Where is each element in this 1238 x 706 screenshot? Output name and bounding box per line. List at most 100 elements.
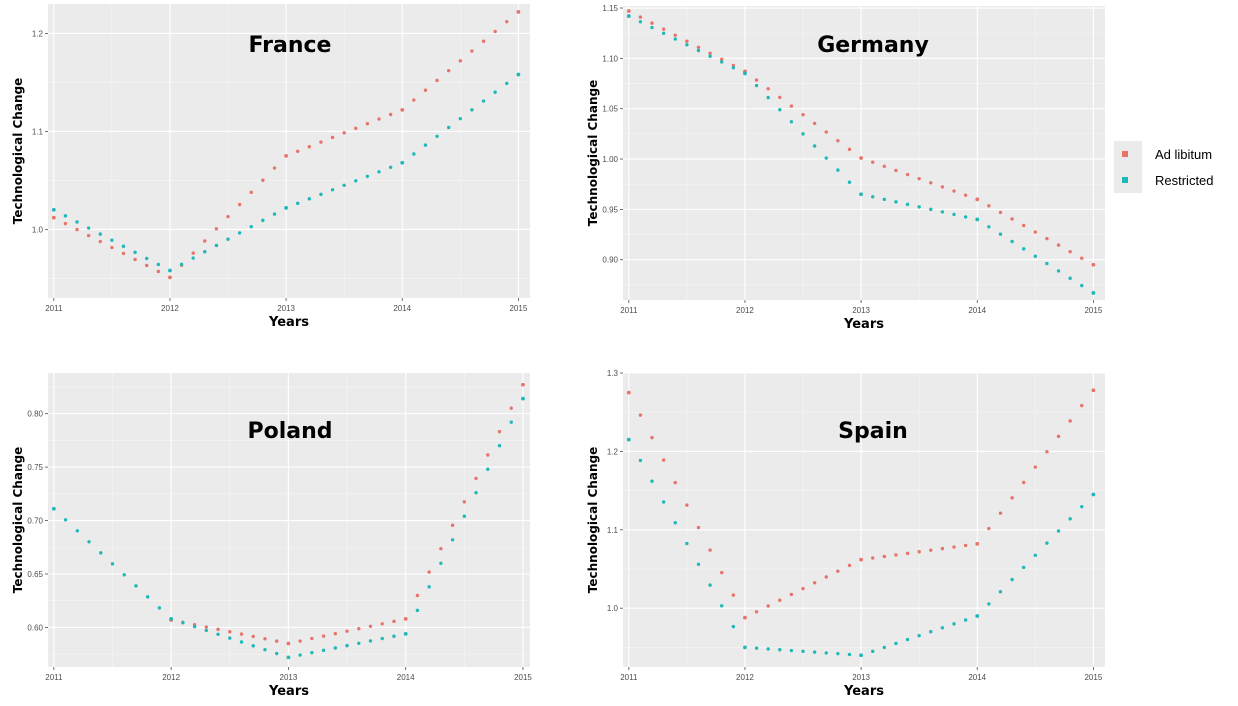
- trail-dot: [122, 573, 126, 577]
- trail-dot: [342, 131, 346, 135]
- trail-dot: [1068, 276, 1072, 280]
- trail-dot: [493, 90, 497, 94]
- trail-dot: [321, 648, 326, 653]
- data-point-ad-libitum-2012: [168, 275, 172, 280]
- trail-dot: [110, 245, 114, 250]
- trail-dot: [1056, 434, 1061, 439]
- x-tick-label: 2012: [161, 304, 179, 313]
- trail-dot: [812, 581, 817, 585]
- x-tick-label: 2014: [968, 673, 986, 682]
- trail-dot: [987, 225, 991, 229]
- x-axis-title: Years: [843, 317, 884, 332]
- trail-dot: [145, 263, 149, 268]
- trail-dot: [333, 631, 338, 636]
- trail-dot: [1021, 247, 1026, 251]
- trail-dot: [661, 458, 666, 462]
- trail-dot: [458, 59, 463, 63]
- trail-dot: [778, 108, 782, 112]
- trail-dot: [427, 585, 431, 589]
- trail-dot: [963, 618, 968, 622]
- trail-dot: [766, 87, 770, 91]
- trail-dot: [330, 135, 335, 140]
- data-point-ad-libitum-2011: [626, 9, 631, 13]
- x-tick-label: 2012: [162, 673, 180, 682]
- trail-dot: [261, 218, 265, 223]
- trail-dot: [298, 653, 302, 657]
- trail-dot: [388, 112, 393, 117]
- legend: Ad libitum Restricted: [1114, 141, 1214, 193]
- trail-dot: [929, 548, 933, 552]
- trail-dot: [1021, 223, 1026, 228]
- trail-dot: [203, 250, 207, 254]
- trail-dot: [415, 608, 420, 613]
- trail-dot: [1010, 496, 1014, 500]
- trail-dot: [731, 66, 736, 70]
- y-tick-label: 0.90: [602, 256, 618, 265]
- trail-dot: [450, 523, 455, 527]
- trail-dot: [110, 238, 114, 242]
- trail-dot: [754, 610, 759, 614]
- trail-dot: [1010, 239, 1014, 244]
- trail-dot: [321, 634, 326, 638]
- trail-dot: [778, 598, 782, 602]
- trail-dot: [824, 575, 828, 579]
- trail-dot: [354, 179, 358, 183]
- trail-dot: [365, 121, 370, 126]
- trail-dot: [392, 634, 396, 638]
- trail-dot: [75, 227, 79, 232]
- trail-dot: [446, 68, 451, 73]
- trail-dot: [368, 639, 373, 643]
- trail-dot: [871, 556, 875, 560]
- trail-dot: [708, 583, 712, 587]
- trail-dot: [812, 121, 817, 126]
- trail-dot: [1080, 504, 1084, 509]
- y-tick-label: 0.75: [27, 463, 43, 472]
- data-point-ad-libitum-2015: [1091, 388, 1096, 393]
- trail-dot: [470, 49, 474, 53]
- trail-dot: [650, 21, 654, 25]
- trail-dot: [708, 54, 712, 58]
- trail-dot: [1021, 480, 1026, 485]
- trail-dot: [98, 239, 102, 244]
- trail-dot: [474, 491, 478, 495]
- trail-dot: [310, 650, 314, 655]
- trail-dot: [99, 551, 103, 555]
- trail-dot: [696, 45, 701, 49]
- x-tick-label: 2013: [277, 304, 295, 313]
- trail-dot: [377, 117, 381, 121]
- trail-dot: [450, 538, 455, 542]
- trail-dot: [801, 649, 805, 654]
- trail-dot: [661, 500, 666, 504]
- data-point-restricted-2015: [1091, 492, 1096, 497]
- trail-dot: [987, 602, 991, 606]
- legend-label-ad-libitum: Ad libitum: [1155, 147, 1212, 162]
- trail-dot: [789, 104, 794, 108]
- trail-dot: [272, 212, 277, 216]
- data-point-restricted-2012: [743, 71, 747, 76]
- trail-dot: [905, 551, 910, 556]
- trail-dot: [216, 627, 220, 632]
- trail-dot: [179, 262, 184, 266]
- trail-dot: [894, 200, 898, 204]
- trail-dot: [156, 269, 161, 274]
- trail-dot: [1033, 254, 1038, 258]
- trail-dot: [998, 232, 1003, 236]
- trail-dot: [905, 202, 910, 207]
- trail-dot: [204, 625, 209, 629]
- y-tick-label: 0.65: [27, 570, 43, 579]
- data-point-restricted-2015: [521, 396, 525, 401]
- data-point-ad-libitum-2013: [286, 641, 291, 646]
- trail-dot: [952, 622, 956, 626]
- x-tick-label: 2013: [852, 306, 870, 315]
- trail-dot: [392, 619, 396, 624]
- series-restricted: [626, 437, 1096, 658]
- trail-dot: [940, 626, 945, 630]
- trail-dot: [251, 644, 255, 648]
- y-tick-label: 0.70: [27, 517, 43, 526]
- y-tick-label: 1.05: [602, 105, 618, 114]
- trail-dot: [75, 220, 79, 224]
- trail-dot: [708, 548, 712, 552]
- x-tick-label: 2012: [736, 306, 754, 315]
- panel-title: France: [249, 33, 332, 58]
- trail-dot: [192, 624, 197, 629]
